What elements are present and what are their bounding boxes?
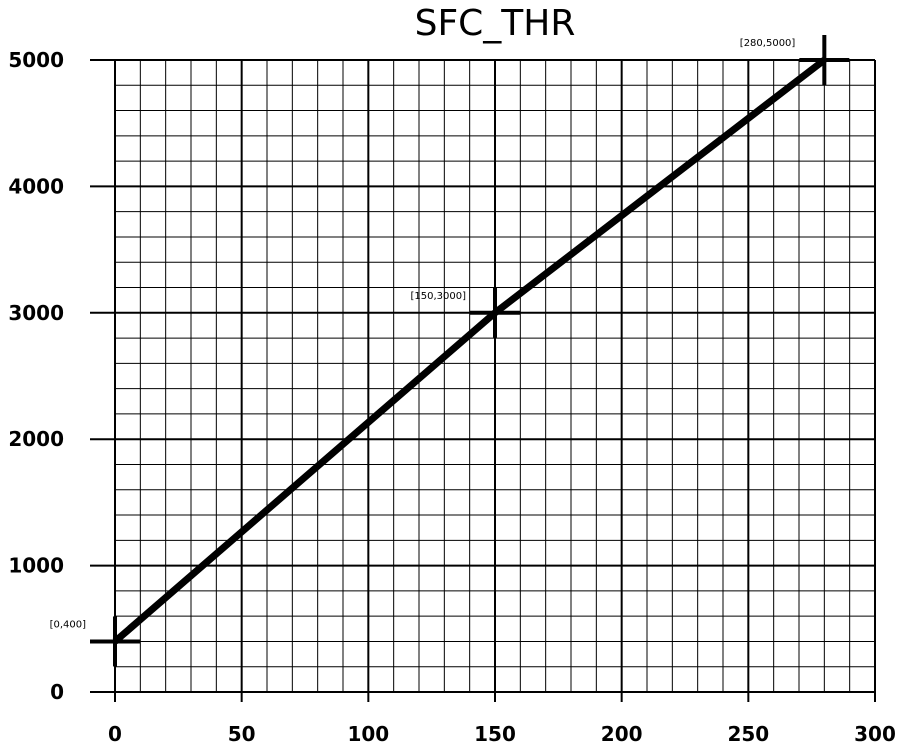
x-tick-label: 50 <box>228 722 256 746</box>
data-label: [150,3000] <box>410 291 466 302</box>
x-tick-label: 250 <box>727 722 769 746</box>
y-tick-label: 0 <box>50 680 64 704</box>
data-point-marker <box>799 35 850 85</box>
x-tick-label: 300 <box>854 722 896 746</box>
y-tick-label: 4000 <box>8 174 64 198</box>
x-tick-label: 150 <box>474 722 516 746</box>
y-tick-label: 2000 <box>8 427 64 451</box>
chart-title: SFC_THR <box>415 3 576 44</box>
x-tick-label: 100 <box>347 722 389 746</box>
y-tick-label: 5000 <box>8 48 64 72</box>
y-tick-label: 1000 <box>8 554 64 578</box>
data-label: [0,400] <box>50 619 87 630</box>
data-label: [280,5000] <box>740 38 796 49</box>
y-tick-label: 3000 <box>8 301 64 325</box>
grid <box>114 59 876 693</box>
x-tick-labels: 0 50 100 150 200 250 300 <box>108 722 896 746</box>
x-tick-label: 200 <box>601 722 643 746</box>
axes <box>90 59 876 702</box>
data-point-marker <box>470 287 520 338</box>
data-point-marker <box>90 616 140 667</box>
series: [0,400] [150,3000] [280,5000] <box>50 35 850 667</box>
y-tick-labels: 0 1000 2000 3000 4000 5000 <box>8 48 64 704</box>
x-tick-label: 0 <box>108 722 122 746</box>
